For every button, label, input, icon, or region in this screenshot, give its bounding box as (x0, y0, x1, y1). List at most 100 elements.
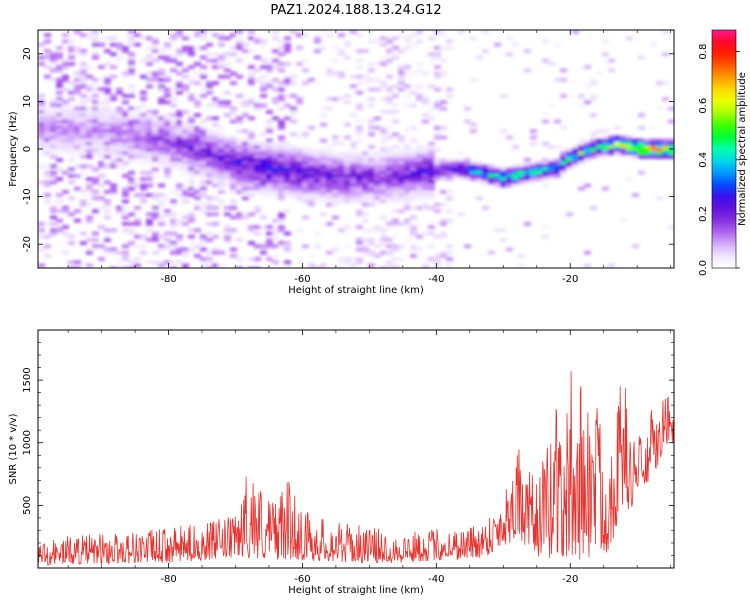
heatmap-cell (344, 158, 351, 162)
heatmap-cell (422, 97, 429, 101)
heatmap-cell (38, 148, 45, 153)
heatmap-cell (164, 196, 171, 201)
heatmap-cell (554, 42, 561, 47)
heatmap-cell (416, 164, 423, 169)
heatmap-cell (176, 135, 183, 140)
heatmap-cell (62, 209, 69, 213)
heatmap-cell (608, 58, 615, 63)
heatmap-cell (224, 151, 231, 156)
heatmap-cell (50, 148, 57, 153)
heatmap-cell (140, 170, 147, 175)
heatmap-cell (122, 132, 129, 137)
heatmap-cell (260, 154, 267, 159)
heatmap-cell (302, 154, 309, 159)
heatmap-cell (326, 190, 333, 194)
heatmap-cell (140, 94, 147, 98)
heatmap-cell (350, 190, 357, 194)
heatmap-cell (308, 167, 315, 172)
heatmap-cell (638, 55, 645, 60)
heatmap-cell (182, 190, 189, 194)
heatmap-cell (530, 177, 537, 181)
spectrogram-x-ticks: -80 -60 -40 -20 (67, 30, 671, 285)
heatmap-cell (668, 106, 674, 111)
heatmap-cell (428, 206, 435, 210)
heatmap-cell (338, 142, 345, 146)
heatmap-cell (386, 193, 393, 197)
heatmap-cell (434, 167, 441, 172)
heatmap-cell (338, 154, 345, 159)
heatmap-cell (608, 148, 615, 153)
heatmap-cell (326, 151, 333, 156)
heatmap-cell (392, 234, 399, 239)
heatmap-cell (332, 142, 339, 146)
heatmap-cell (278, 241, 285, 245)
heatmap-cell (440, 46, 447, 50)
heatmap-cell (212, 263, 219, 268)
heatmap-cell (248, 100, 255, 105)
heatmap-cell (146, 260, 153, 265)
heatmap-cell (656, 138, 663, 143)
heatmap-cell (104, 62, 111, 66)
heatmap-cell (344, 170, 351, 175)
heatmap-cell (302, 68, 309, 73)
heatmap-cell (614, 145, 621, 149)
heatmap-cell (140, 250, 147, 255)
heatmap-cell (308, 78, 315, 82)
heatmap-cell (338, 257, 345, 261)
heatmap-cell (194, 196, 201, 201)
heatmap-cell (128, 110, 135, 114)
heatmap-cell (74, 148, 81, 153)
heatmap-cell (344, 161, 351, 165)
heatmap-cell (182, 87, 189, 92)
heatmap-cell (410, 42, 417, 47)
heatmap-cell (68, 129, 75, 133)
heatmap-cell (86, 65, 93, 69)
heatmap-cell (224, 158, 231, 162)
heatmap-cell (152, 215, 159, 220)
heatmap-cell (44, 74, 51, 79)
heatmap-cell (380, 234, 387, 239)
heatmap-cell (146, 55, 153, 60)
heatmap-cell (254, 257, 261, 261)
heatmap-cell (404, 180, 411, 185)
heatmap-cell (416, 186, 423, 191)
heatmap-cell (206, 257, 213, 261)
heatmap-cell (362, 218, 369, 223)
heatmap-cell (392, 244, 399, 249)
heatmap-cell (110, 164, 117, 169)
heatmap-cell (236, 129, 243, 133)
heatmap-cell (116, 164, 123, 169)
heatmap-cell (38, 222, 45, 226)
heatmap-cell (236, 180, 243, 185)
heatmap-cell (536, 161, 543, 165)
heatmap-cell (278, 193, 285, 197)
heatmap-cell (74, 126, 81, 130)
heatmap-cell (404, 148, 411, 153)
heatmap-cell (308, 174, 315, 178)
heatmap-cell (158, 78, 165, 82)
heatmap-cell (272, 190, 279, 194)
heatmap-cell (212, 65, 219, 69)
heatmap-cell (158, 234, 165, 239)
heatmap-cell (512, 183, 519, 188)
heatmap-cell (152, 74, 159, 79)
heatmap-cell (260, 247, 267, 252)
heatmap-cell (314, 193, 321, 197)
heatmap-cell (296, 190, 303, 194)
heatmap-cell (386, 218, 393, 223)
heatmap-cell (398, 199, 405, 204)
heatmap-cell (512, 170, 519, 175)
heatmap-cell (410, 186, 417, 191)
heatmap-cell (350, 193, 357, 197)
heatmap-cell (218, 126, 225, 130)
heatmap-cell (104, 81, 111, 85)
heatmap-cell (248, 266, 255, 268)
heatmap-cell (128, 68, 135, 73)
heatmap-cell (242, 103, 249, 108)
heatmap-cell (338, 190, 345, 194)
heatmap-cell (50, 113, 57, 117)
heatmap-cell (542, 58, 549, 63)
heatmap-cell (452, 167, 459, 172)
heatmap-cell (434, 170, 441, 175)
heatmap-cell (326, 158, 333, 162)
